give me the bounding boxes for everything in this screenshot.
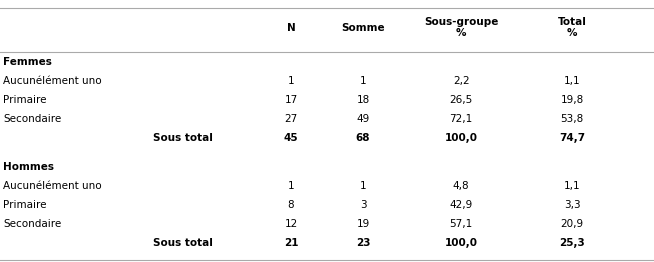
Text: 12: 12 bbox=[284, 219, 298, 229]
Text: 3,3: 3,3 bbox=[564, 200, 581, 210]
Text: 27: 27 bbox=[284, 114, 298, 124]
Text: Secondaire: Secondaire bbox=[3, 114, 61, 124]
Text: 53,8: 53,8 bbox=[560, 114, 584, 124]
Text: 100,0: 100,0 bbox=[445, 133, 477, 144]
Text: Aucunélément uno: Aucunélément uno bbox=[3, 76, 102, 86]
Text: 74,7: 74,7 bbox=[559, 133, 585, 144]
Text: 26,5: 26,5 bbox=[449, 95, 473, 105]
Text: 4,8: 4,8 bbox=[453, 181, 470, 191]
Text: Aucunélément uno: Aucunélément uno bbox=[3, 181, 102, 191]
Text: 1,1: 1,1 bbox=[564, 181, 581, 191]
Text: 3: 3 bbox=[360, 200, 366, 210]
Text: 21: 21 bbox=[284, 238, 298, 248]
Text: 100,0: 100,0 bbox=[445, 238, 477, 248]
Text: Hommes: Hommes bbox=[3, 162, 54, 172]
Text: 17: 17 bbox=[284, 95, 298, 105]
Text: 20,9: 20,9 bbox=[560, 219, 584, 229]
Text: Total
%: Total % bbox=[558, 17, 587, 38]
Text: 72,1: 72,1 bbox=[449, 114, 473, 124]
Text: Primaire: Primaire bbox=[3, 200, 47, 210]
Text: 42,9: 42,9 bbox=[449, 200, 473, 210]
Text: 1: 1 bbox=[288, 181, 294, 191]
Text: Somme: Somme bbox=[341, 23, 385, 32]
Text: 57,1: 57,1 bbox=[449, 219, 473, 229]
Text: Sous total: Sous total bbox=[152, 238, 213, 248]
Text: Primaire: Primaire bbox=[3, 95, 47, 105]
Text: N: N bbox=[286, 23, 296, 32]
Text: Secondaire: Secondaire bbox=[3, 219, 61, 229]
Text: 1,1: 1,1 bbox=[564, 76, 581, 86]
Text: 25,3: 25,3 bbox=[559, 238, 585, 248]
Text: 68: 68 bbox=[356, 133, 370, 144]
Text: 19: 19 bbox=[356, 219, 370, 229]
Text: 1: 1 bbox=[288, 76, 294, 86]
Text: 23: 23 bbox=[356, 238, 370, 248]
Text: 8: 8 bbox=[288, 200, 294, 210]
Text: 1: 1 bbox=[360, 181, 366, 191]
Text: Femmes: Femmes bbox=[3, 57, 52, 67]
Text: 49: 49 bbox=[356, 114, 370, 124]
Text: 1: 1 bbox=[360, 76, 366, 86]
Text: 19,8: 19,8 bbox=[560, 95, 584, 105]
Text: Sous total: Sous total bbox=[152, 133, 213, 144]
Text: 45: 45 bbox=[284, 133, 298, 144]
Text: Sous-groupe
%: Sous-groupe % bbox=[424, 17, 498, 38]
Text: 2,2: 2,2 bbox=[453, 76, 470, 86]
Text: 18: 18 bbox=[356, 95, 370, 105]
